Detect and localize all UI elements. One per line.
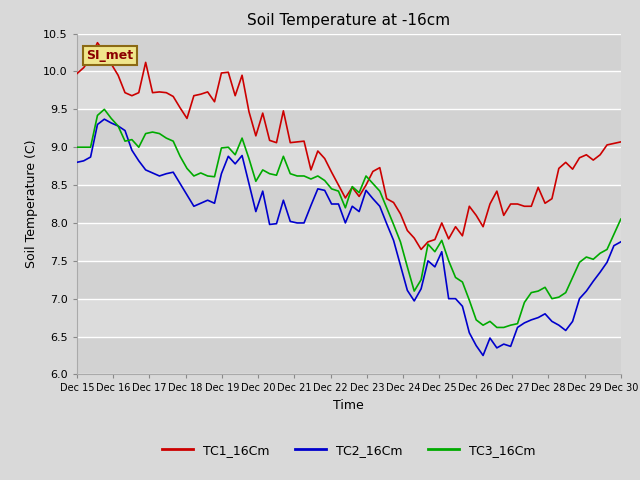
TC1_16Cm [93, 40, 101, 46]
TC2_16Cm [452, 296, 460, 301]
TC3_16Cm [493, 324, 500, 330]
Bar [77, 72, 621, 109]
X-axis label: Time: Time [333, 399, 364, 412]
Bar [77, 261, 621, 299]
TC1_16Cm [617, 139, 625, 145]
TC1_16Cm [459, 233, 467, 239]
Y-axis label: Soil Temperature (C): Soil Temperature (C) [24, 140, 38, 268]
Title: Soil Temperature at -16cm: Soil Temperature at -16cm [247, 13, 451, 28]
TC1_16Cm [569, 166, 577, 172]
TC2_16Cm [410, 298, 418, 304]
Line: TC2_16Cm: TC2_16Cm [77, 119, 621, 356]
Text: SI_met: SI_met [86, 49, 134, 62]
Bar [77, 109, 621, 147]
TC2_16Cm [100, 116, 108, 122]
Bar [77, 223, 621, 261]
TC1_16Cm [321, 156, 328, 161]
Bar [77, 336, 621, 374]
TC3_16Cm [410, 288, 418, 294]
TC2_16Cm [321, 188, 328, 193]
TC3_16Cm [452, 275, 460, 280]
Line: TC1_16Cm: TC1_16Cm [77, 43, 621, 250]
TC2_16Cm [403, 288, 411, 293]
TC3_16Cm [73, 144, 81, 150]
TC2_16Cm [431, 264, 438, 270]
Legend: TC1_16Cm, TC2_16Cm, TC3_16Cm: TC1_16Cm, TC2_16Cm, TC3_16Cm [157, 439, 540, 462]
TC3_16Cm [321, 178, 328, 183]
TC3_16Cm [100, 107, 108, 112]
TC2_16Cm [73, 159, 81, 165]
TC2_16Cm [569, 319, 577, 324]
TC1_16Cm [417, 247, 425, 252]
TC1_16Cm [410, 235, 418, 241]
TC1_16Cm [403, 228, 411, 233]
Bar [77, 299, 621, 336]
TC1_16Cm [73, 71, 81, 77]
Bar [77, 147, 621, 185]
TC2_16Cm [479, 353, 487, 359]
TC3_16Cm [403, 264, 411, 270]
TC2_16Cm [617, 239, 625, 245]
TC1_16Cm [438, 220, 445, 226]
Line: TC3_16Cm: TC3_16Cm [77, 109, 621, 327]
TC3_16Cm [431, 249, 438, 254]
Bar [77, 34, 621, 72]
TC3_16Cm [617, 216, 625, 222]
Bar [77, 185, 621, 223]
TC3_16Cm [569, 275, 577, 280]
